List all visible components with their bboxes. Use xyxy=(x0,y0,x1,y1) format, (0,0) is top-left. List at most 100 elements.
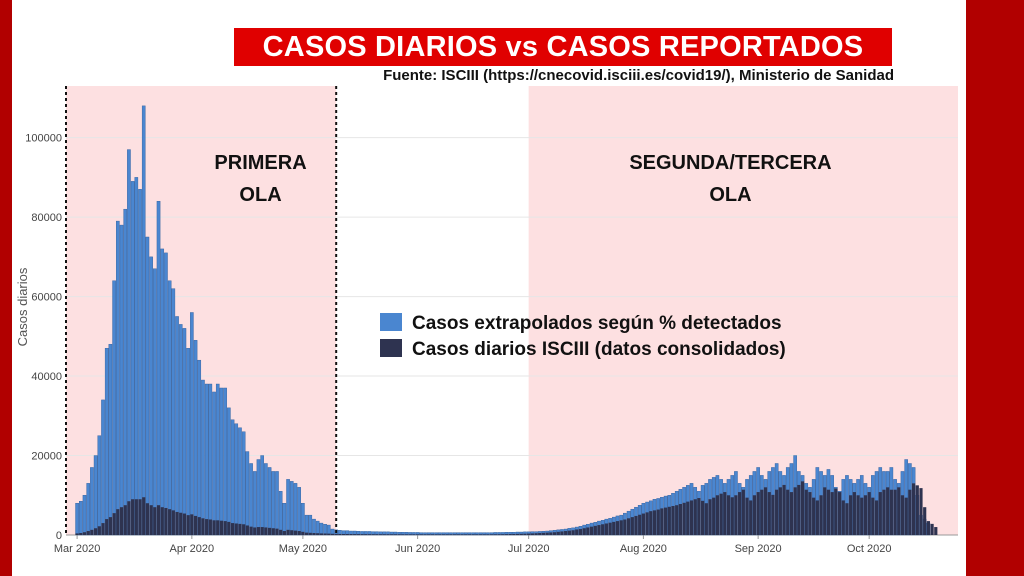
bar-extrapolated xyxy=(271,471,276,536)
bar-reported xyxy=(893,489,897,535)
bar-reported xyxy=(908,489,912,535)
bar-reported xyxy=(353,534,357,535)
bar-reported xyxy=(404,534,409,535)
bar-reported xyxy=(856,495,860,535)
bar-reported xyxy=(930,523,934,535)
bar-extrapolated xyxy=(108,344,113,536)
bar-extrapolated xyxy=(104,348,109,536)
bar-extrapolated xyxy=(171,288,176,536)
bar-reported xyxy=(719,493,723,535)
bar-extrapolated xyxy=(208,383,213,536)
bar-reported xyxy=(904,497,908,535)
bar-reported xyxy=(601,524,605,535)
bar-reported xyxy=(486,534,490,535)
bar-reported xyxy=(153,507,157,535)
bar-reported xyxy=(675,505,679,535)
bar-reported xyxy=(715,495,720,535)
bar-reported xyxy=(882,489,886,535)
bar-reported xyxy=(441,534,446,535)
bar-reported xyxy=(538,533,542,535)
bar-reported xyxy=(741,489,745,535)
bar-reported xyxy=(704,503,708,535)
bar-reported xyxy=(212,520,216,535)
bar-reported xyxy=(530,533,534,535)
x-tick-labels: Mar 2020 Apr 2020 May 2020 Jun 2020 Jul 2020… xyxy=(54,535,892,555)
bar-reported xyxy=(112,513,116,535)
bar-reported xyxy=(849,495,853,535)
bar-reported xyxy=(645,512,649,535)
bar-reported xyxy=(171,510,175,535)
bar-reported xyxy=(475,534,479,535)
bar-reported xyxy=(453,534,457,535)
bar-extrapolated xyxy=(278,491,283,536)
bar-reported xyxy=(552,532,557,535)
bar-reported xyxy=(223,521,227,535)
bar-reported xyxy=(382,534,386,535)
bar-reported xyxy=(201,518,205,535)
bar-extrapolated xyxy=(75,503,79,536)
bar-reported xyxy=(660,508,664,535)
bar-reported xyxy=(508,534,512,535)
y-tick-label: 60000 xyxy=(31,292,62,304)
bar-reported xyxy=(612,521,616,535)
bar-reported xyxy=(327,533,331,535)
bar-reported xyxy=(264,527,268,535)
bar-reported xyxy=(445,534,449,535)
left-frame-bar xyxy=(0,0,12,576)
bar-reported xyxy=(512,533,516,535)
bar-reported xyxy=(97,526,101,535)
bar-reported xyxy=(205,519,209,535)
bar-reported xyxy=(438,534,442,535)
bar-reported xyxy=(282,531,286,535)
bar-reported xyxy=(175,511,179,535)
y-axis-label: Casos diarios xyxy=(15,267,30,346)
bar-reported xyxy=(808,492,812,535)
bar-reported xyxy=(689,500,694,535)
bar-extrapolated xyxy=(219,387,224,536)
wave-labels: PRIMERA OLA SEGUNDA/TERCERA OLA xyxy=(214,152,831,206)
bar-reported xyxy=(86,531,90,535)
bar-reported xyxy=(926,521,930,535)
bar-reported xyxy=(608,522,612,535)
bar-reported xyxy=(94,528,98,535)
legend-swatch-extrapolated xyxy=(380,313,402,331)
bar-reported xyxy=(164,507,168,535)
bar-reported xyxy=(249,526,253,535)
bar-reported xyxy=(541,532,546,535)
bar-extrapolated xyxy=(245,451,250,536)
bar-reported xyxy=(934,527,938,535)
bar-reported xyxy=(634,515,638,535)
bar-reported xyxy=(230,523,235,535)
y-tick-labels: 0 20000 40000 60000 80000 100000 xyxy=(25,133,62,542)
bar-reported xyxy=(90,529,94,535)
bar-reported xyxy=(116,509,120,535)
bar-reported xyxy=(349,534,353,535)
bar-reported xyxy=(501,534,505,535)
bar-reported xyxy=(390,534,394,535)
bar-reported xyxy=(179,512,183,535)
bar-reported xyxy=(919,488,923,535)
bar-reported xyxy=(82,532,87,535)
bar-reported xyxy=(652,510,657,535)
bar-reported xyxy=(449,534,453,535)
bar-extrapolated xyxy=(153,268,157,536)
bar-reported xyxy=(597,525,601,535)
bar-reported xyxy=(560,531,564,535)
bar-extrapolated xyxy=(264,463,268,536)
bar-extrapolated xyxy=(112,280,116,536)
bar-reported xyxy=(412,534,416,535)
bar-reported xyxy=(275,528,279,535)
bar-extrapolated xyxy=(204,383,209,536)
bar-reported xyxy=(227,521,231,535)
bar-extrapolated xyxy=(230,419,235,536)
bar-reported xyxy=(708,499,712,535)
bar-reported xyxy=(712,497,716,535)
bar-extrapolated xyxy=(238,427,242,536)
bar-extrapolated xyxy=(312,518,316,536)
bar-reported xyxy=(693,499,697,535)
bar-reported xyxy=(897,487,901,535)
bar-extrapolated xyxy=(282,503,287,536)
bar-reported xyxy=(900,495,905,535)
x-tick-label: Oct 2020 xyxy=(847,543,892,555)
bar-reported xyxy=(134,499,138,535)
